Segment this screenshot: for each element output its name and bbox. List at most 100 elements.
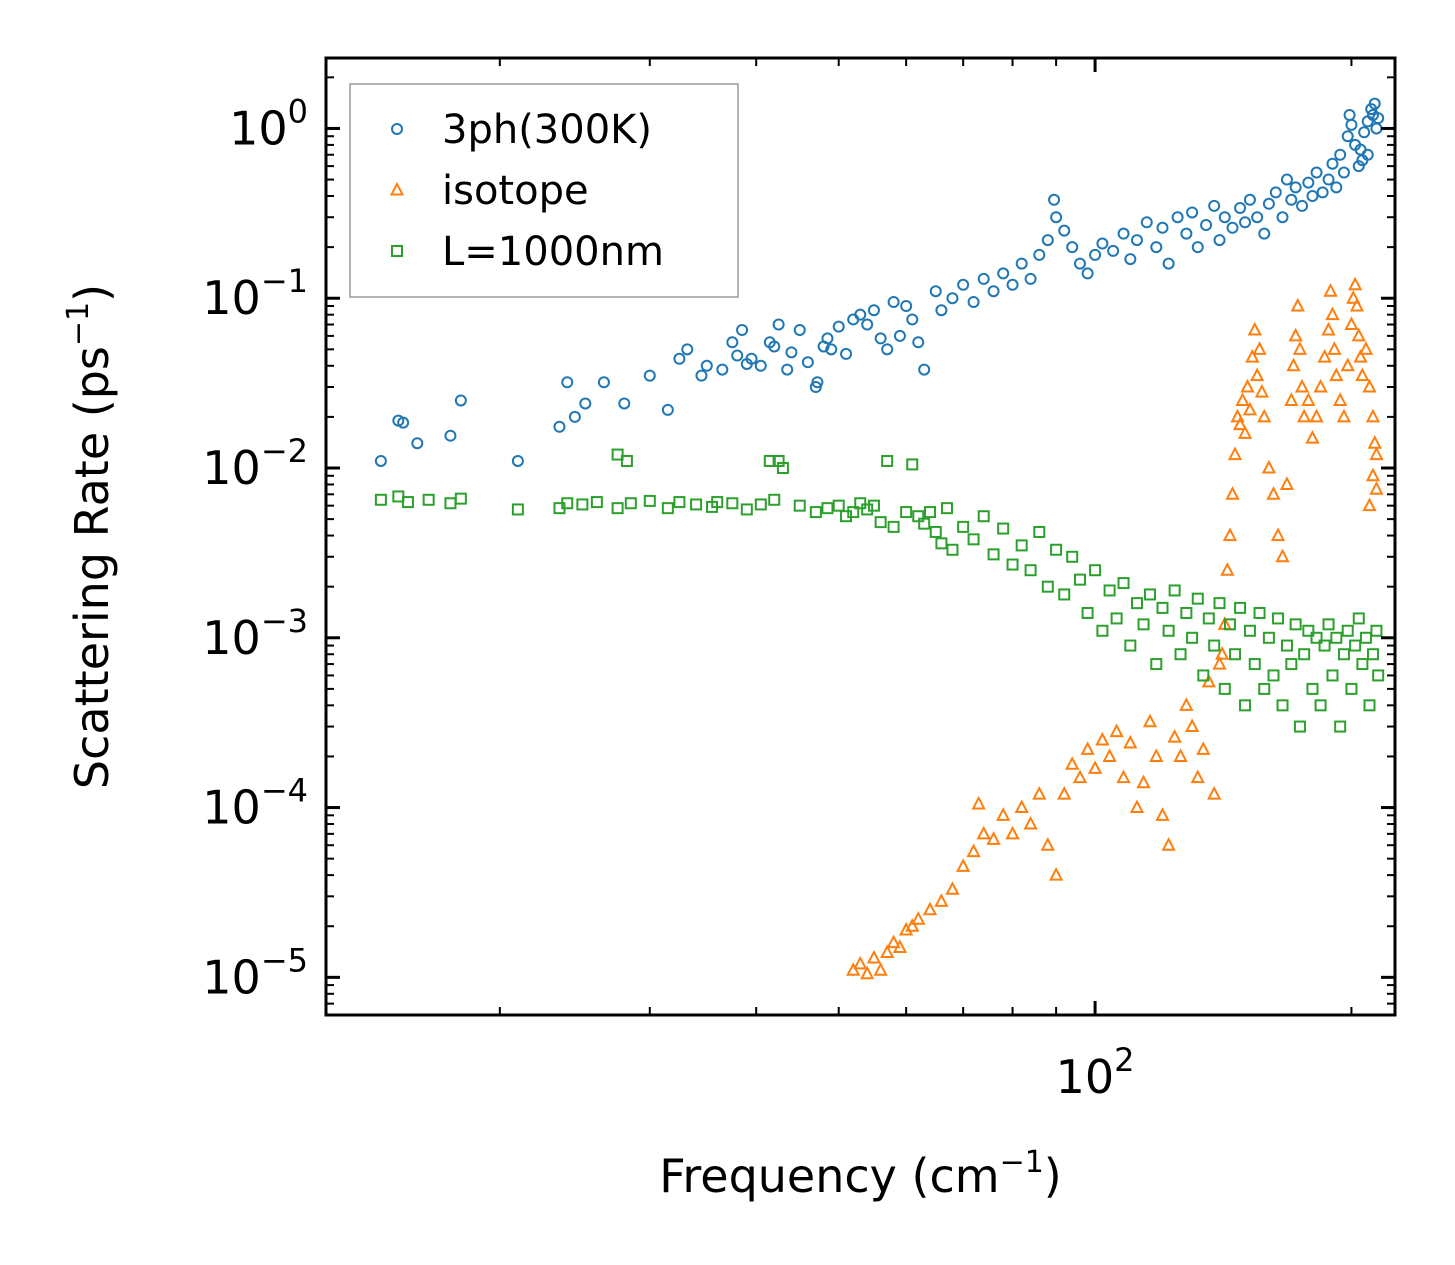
data-point-square: [1110, 612, 1123, 625]
data-point-circle: [1306, 190, 1319, 203]
data-point-circle: [568, 410, 581, 423]
data-point-square: [1208, 639, 1221, 652]
data-point-circle: [935, 304, 948, 317]
data-point-square: [977, 510, 990, 523]
legend-item: isotope: [389, 168, 589, 214]
data-point-triangle: [898, 921, 914, 936]
data-point-triangle: [1032, 785, 1047, 800]
data-point-triangle: [1367, 435, 1382, 449]
data-point-triangle: [1351, 327, 1366, 342]
data-point-circle: [977, 272, 990, 285]
data-point-square: [1137, 618, 1150, 631]
legend-marker-square: [391, 245, 403, 257]
data-point-square: [374, 493, 387, 506]
data-point-circle: [1200, 218, 1213, 231]
data-point-square: [454, 492, 467, 505]
data-point-circle: [854, 308, 867, 321]
data-point-circle: [1368, 97, 1381, 110]
data-point-triangle: [1123, 734, 1138, 749]
data-point-square: [1267, 669, 1280, 682]
data-point-square: [726, 497, 739, 510]
data-point-circle: [1096, 237, 1109, 250]
data-point-circle: [946, 292, 959, 305]
data-point-circle: [887, 296, 900, 309]
data-point-triangle: [966, 843, 981, 858]
legend-label: 3ph(300K): [442, 107, 652, 153]
data-point-square: [590, 496, 603, 509]
data-point-circle: [1239, 216, 1252, 229]
data-point-triangle: [1358, 341, 1374, 355]
data-point-triangle: [1321, 321, 1336, 336]
data-point-circle: [1276, 211, 1289, 224]
data-point-square: [1191, 592, 1204, 605]
data-point-triangle: [1333, 392, 1348, 406]
data-point-triangle: [1212, 655, 1227, 670]
data-point-triangle: [1142, 713, 1158, 728]
y-tick-label: 10−2: [202, 432, 308, 495]
data-point-square: [444, 497, 457, 510]
data-point-square: [1223, 618, 1236, 631]
data-point-triangle: [1023, 815, 1038, 830]
data-point-triangle: [911, 911, 926, 925]
data-point-triangle: [1353, 348, 1368, 363]
data-point-square: [1006, 558, 1019, 571]
data-point-square: [1073, 573, 1086, 586]
data-point-triangle: [1257, 408, 1272, 423]
data-point-square: [1103, 584, 1116, 597]
data-point-triangle: [1254, 383, 1270, 398]
y-tick-label: 10−1: [202, 262, 308, 325]
data-point-triangle: [1294, 378, 1310, 393]
data-point-triangle: [1284, 392, 1299, 406]
data-point-square: [929, 525, 942, 538]
data-point-triangle: [1347, 276, 1363, 291]
data-point-triangle: [1179, 697, 1194, 711]
data-point-circle: [1285, 193, 1298, 206]
data-point-triangle: [1346, 290, 1361, 304]
data-point-triangle: [1275, 548, 1290, 563]
data-point-circle: [1130, 234, 1143, 247]
data-point-triangle: [1292, 341, 1308, 355]
data-point-circle: [997, 267, 1010, 280]
data-point-circle: [1150, 241, 1163, 254]
data-point-square: [740, 503, 753, 516]
data-point-square: [809, 506, 822, 519]
data-point-triangle: [1173, 748, 1188, 762]
data-point-square: [1089, 564, 1102, 577]
data-point-circle: [695, 369, 708, 382]
data-point-circle: [1341, 130, 1354, 143]
data-point-square: [1337, 648, 1350, 661]
data-point-triangle: [1102, 748, 1117, 762]
data-point-triangle: [1155, 807, 1170, 821]
data-point-square: [1359, 631, 1372, 644]
data-point-circle: [1337, 166, 1350, 179]
x-tick-label: 102: [1056, 1041, 1135, 1104]
data-point-square: [624, 497, 637, 510]
data-point-square: [946, 543, 959, 556]
data-point-triangle: [886, 934, 901, 949]
data-point-square: [1280, 639, 1293, 652]
data-point-triangle: [860, 965, 875, 980]
data-point-circle: [726, 336, 739, 349]
data-point-circle: [861, 318, 874, 331]
data-point-square: [1156, 601, 1169, 614]
data-point-circle: [881, 343, 894, 356]
legend-marker-circle: [391, 123, 403, 135]
data-point-triangle: [1095, 731, 1110, 746]
data-point-square: [1326, 669, 1339, 682]
data-point-circle: [1310, 166, 1323, 179]
data-point-circle: [772, 318, 785, 331]
data-point-circle: [893, 329, 906, 342]
data-point-circle: [912, 336, 925, 349]
data-point-circle: [906, 313, 919, 326]
data-point-triangle: [1167, 728, 1182, 743]
data-point-square: [643, 494, 656, 507]
data-point-triangle: [866, 949, 882, 964]
data-point-square: [935, 537, 948, 550]
data-point-triangle: [1196, 741, 1211, 755]
y-axis-title: Scattering Rate (ps−1): [61, 284, 119, 789]
data-point-triangle: [1227, 446, 1243, 461]
data-point-circle: [1302, 176, 1315, 189]
data-point-triangle: [976, 825, 991, 840]
legend-item: 3ph(300K): [391, 107, 652, 153]
data-point-circle: [987, 285, 1000, 298]
